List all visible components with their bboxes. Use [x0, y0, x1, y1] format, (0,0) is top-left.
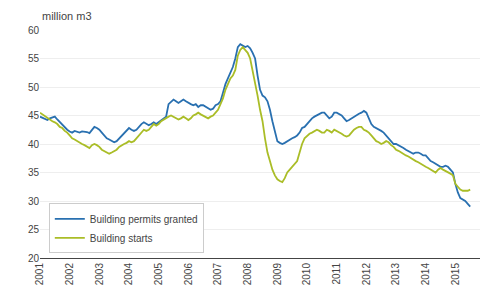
svg-text:2012: 2012	[361, 263, 372, 286]
svg-text:55: 55	[28, 53, 40, 64]
svg-text:2004: 2004	[123, 263, 134, 286]
svg-text:2003: 2003	[94, 263, 105, 286]
svg-text:million m3: million m3	[42, 10, 92, 22]
svg-text:50: 50	[28, 82, 40, 93]
svg-text:2010: 2010	[301, 263, 312, 286]
svg-text:2006: 2006	[183, 263, 194, 286]
svg-text:20: 20	[28, 253, 40, 264]
svg-text:2008: 2008	[242, 263, 253, 286]
svg-text:2005: 2005	[153, 263, 164, 286]
svg-text:2011: 2011	[331, 263, 342, 285]
svg-text:2014: 2014	[420, 263, 431, 286]
svg-text:2001: 2001	[34, 263, 45, 286]
svg-text:30: 30	[28, 196, 40, 207]
svg-text:Building starts: Building starts	[90, 233, 153, 244]
svg-text:2013: 2013	[390, 263, 401, 286]
svg-text:2009: 2009	[272, 263, 283, 286]
svg-text:45: 45	[28, 110, 40, 121]
svg-text:40: 40	[28, 139, 40, 150]
svg-text:2002: 2002	[64, 263, 75, 286]
svg-text:Building permits granted: Building permits granted	[90, 214, 198, 225]
svg-text:2007: 2007	[212, 263, 223, 286]
svg-text:25: 25	[28, 224, 40, 235]
svg-text:60: 60	[28, 25, 40, 36]
svg-text:2015: 2015	[450, 263, 461, 286]
svg-text:35: 35	[28, 167, 40, 178]
